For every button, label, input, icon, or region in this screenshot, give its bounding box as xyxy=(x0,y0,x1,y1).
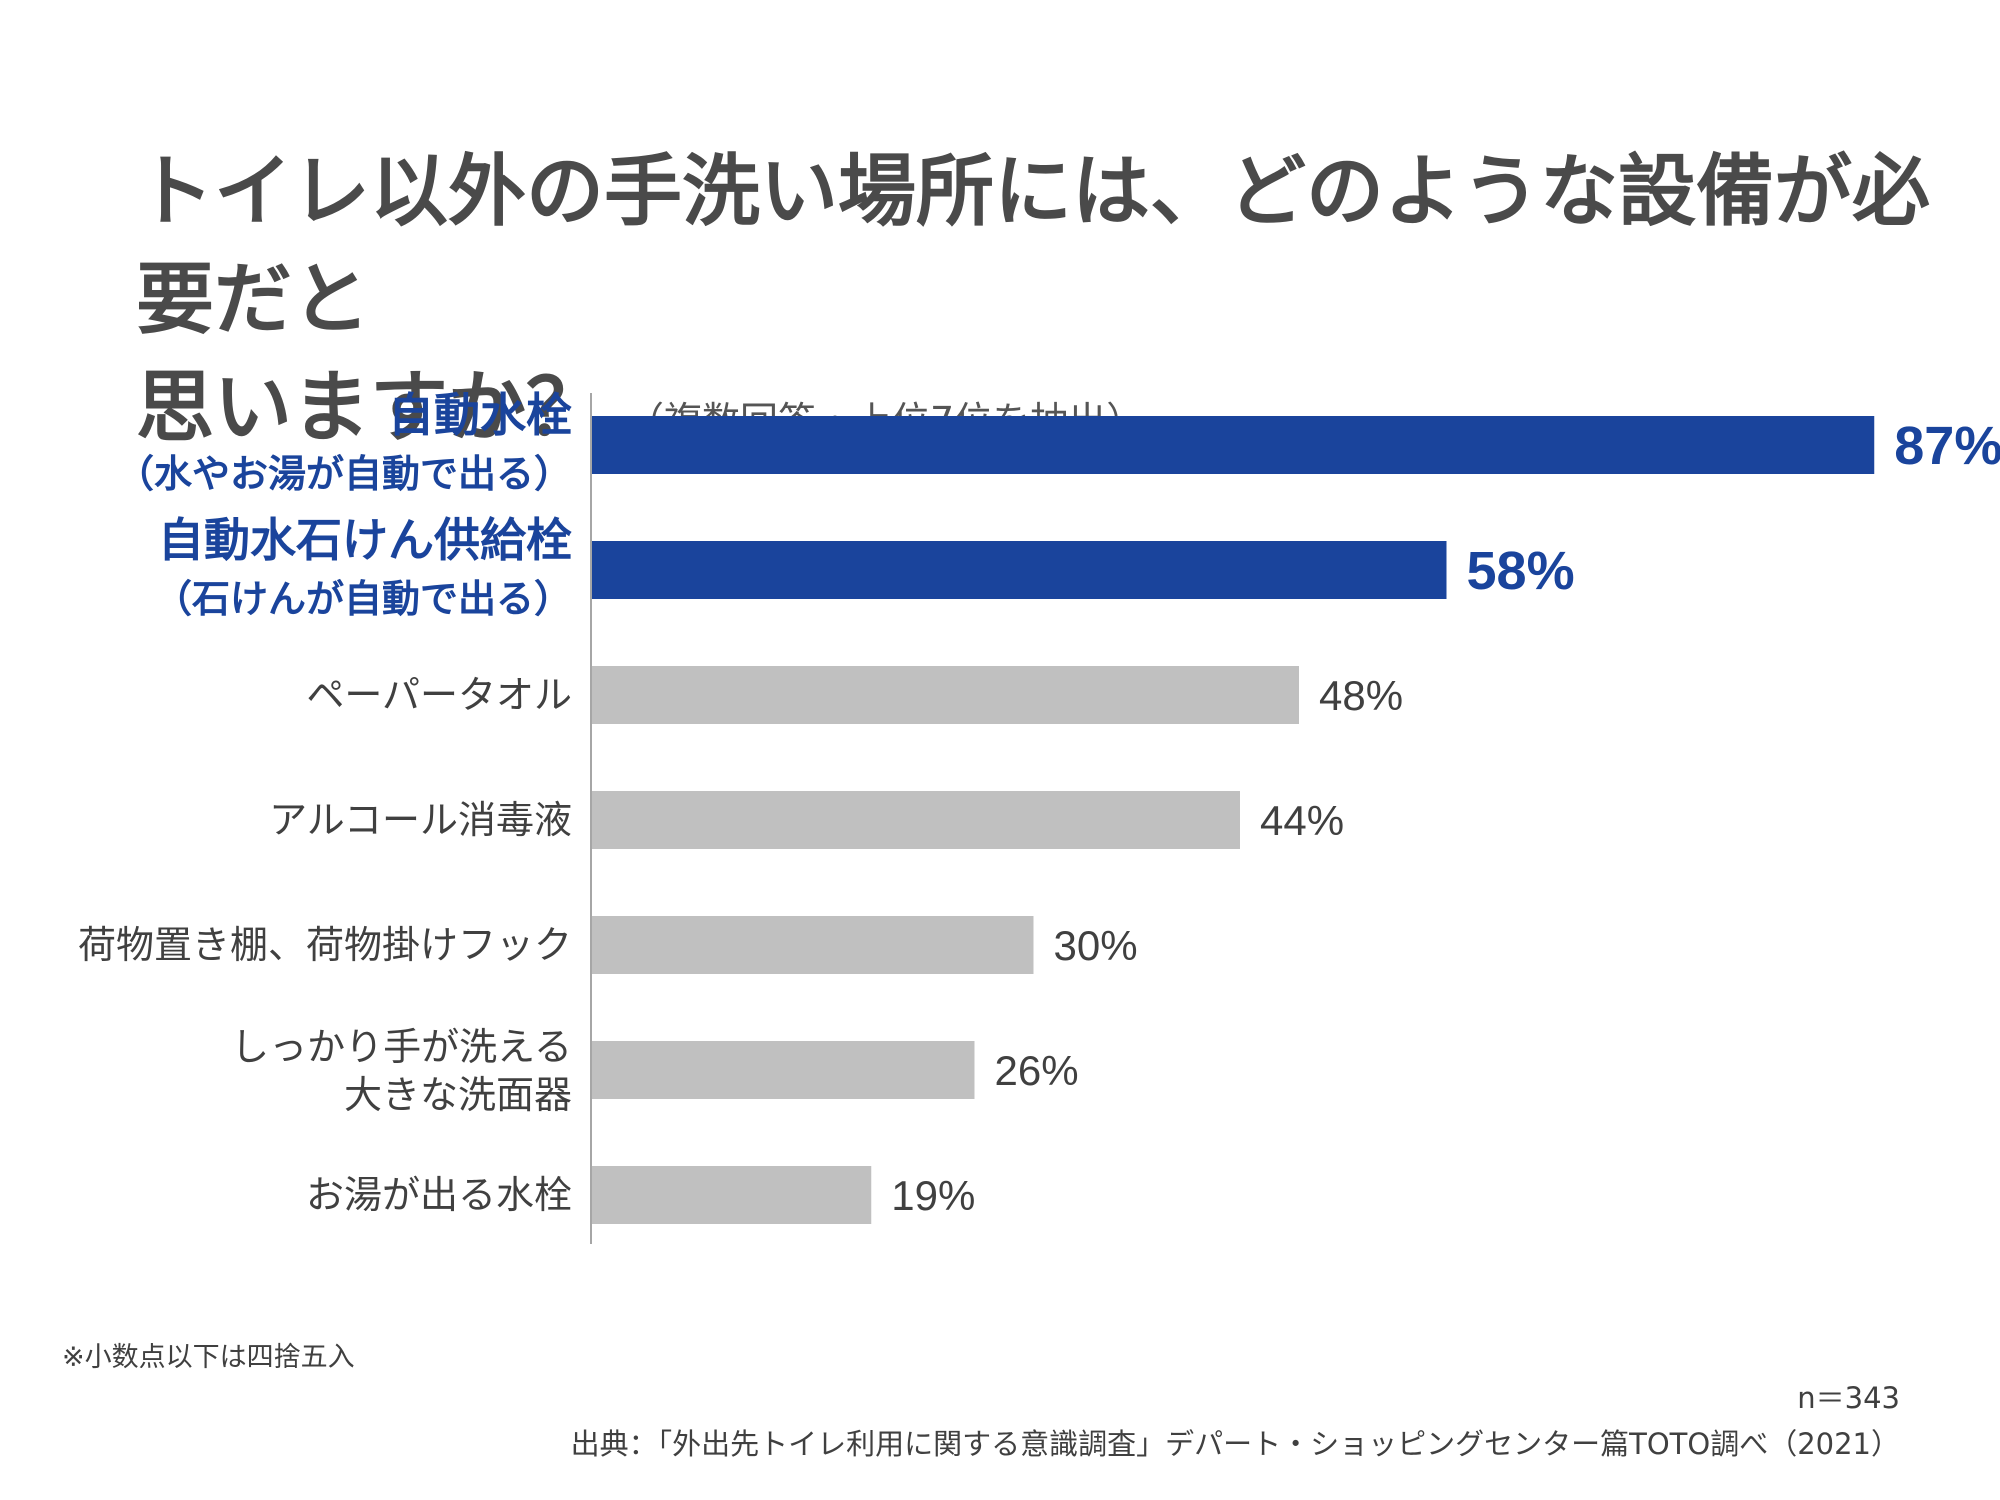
data-label-7: 19% xyxy=(891,1172,975,1219)
bar-5 xyxy=(591,916,1034,974)
bar-4 xyxy=(591,791,1240,849)
category-label-2-line-1: 自動水石けん供給栓 xyxy=(158,513,572,567)
data-label-3: 48% xyxy=(1319,672,1403,719)
bar-1 xyxy=(591,416,1875,474)
bar-3 xyxy=(591,666,1299,724)
category-label-1-line-2: （水やお湯が自動で出る） xyxy=(116,452,572,496)
sample-size: n＝343 xyxy=(1797,1381,1900,1415)
data-label-2: 58% xyxy=(1467,541,1575,601)
data-label-4: 44% xyxy=(1260,797,1344,844)
bar-2 xyxy=(591,541,1447,599)
category-label-7-line-1: お湯が出る水栓 xyxy=(306,1173,572,1217)
chart-title-line2: 思いますか？ xyxy=(136,363,605,453)
category-label-6-line-2: 大きな洗面器 xyxy=(344,1073,572,1117)
data-label-1: 87% xyxy=(1894,416,2000,476)
source-citation: 出典：「外出先トイレ利用に関する意識調査」デパート・ショッピングセンター篇TOT… xyxy=(570,1427,1900,1461)
category-label-2-line-2: （石けんが自動で出る） xyxy=(154,577,572,621)
category-label-1-line-1: 自動水栓 xyxy=(388,388,572,442)
category-label-3-line-1: ペーパータオル xyxy=(306,673,572,717)
category-label-6-line-1: しっかり手が洗える xyxy=(231,1025,572,1069)
data-label-5: 30% xyxy=(1054,922,1138,969)
chart-title: トイレ以外の手洗い場所には、どのような設備が必要だと 思いますか？（複数回答・上… xyxy=(136,138,1956,475)
category-label-4-line-1: アルコール消毒液 xyxy=(269,798,572,842)
bar-6 xyxy=(591,1041,975,1099)
category-label-5-line-1: 荷物置き棚、荷物掛けフック xyxy=(78,923,572,967)
footnote: ※小数点以下は四捨五入 xyxy=(62,1342,355,1373)
bar-7 xyxy=(591,1166,872,1224)
chart-title-line1: トイレ以外の手洗い場所には、どのような設備が必要だと xyxy=(136,147,1931,345)
data-label-6: 26% xyxy=(995,1047,1079,1094)
